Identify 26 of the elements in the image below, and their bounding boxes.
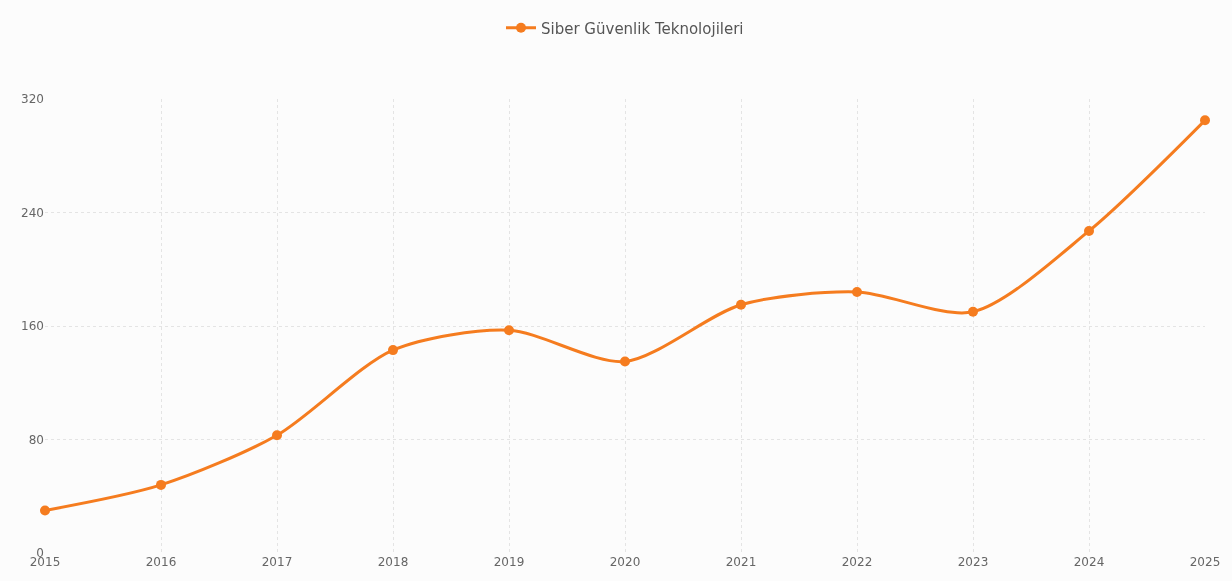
x-tick-label: 2024	[1073, 555, 1105, 569]
y-tick-label: 320	[21, 92, 44, 107]
x-tick-label: 2022	[841, 555, 873, 569]
x-tick-label: 2020	[609, 555, 641, 569]
x-tick-label: 2023	[957, 555, 989, 569]
legend-label: Siber Güvenlik Teknolojileri	[541, 19, 744, 38]
x-tick-label: 2018	[377, 555, 409, 569]
y-tick-label: 240	[21, 205, 44, 220]
point	[1084, 225, 1094, 236]
y-tick-label: 80	[28, 432, 44, 447]
x-tick-label: 2019	[493, 555, 525, 569]
x-tick-label: 2021	[725, 555, 757, 569]
x-tick-label: 2017	[261, 555, 293, 569]
y-tick-label: 160	[21, 319, 44, 334]
x-tick-label: 2016	[145, 555, 177, 569]
point	[504, 325, 514, 336]
point	[272, 430, 282, 441]
point	[852, 286, 862, 297]
point	[736, 299, 746, 310]
point	[40, 505, 50, 516]
point	[156, 479, 166, 490]
point	[1200, 115, 1210, 126]
point	[620, 356, 630, 367]
point	[968, 306, 978, 317]
x-tick-label: 2025	[1189, 555, 1221, 569]
point	[388, 345, 398, 356]
